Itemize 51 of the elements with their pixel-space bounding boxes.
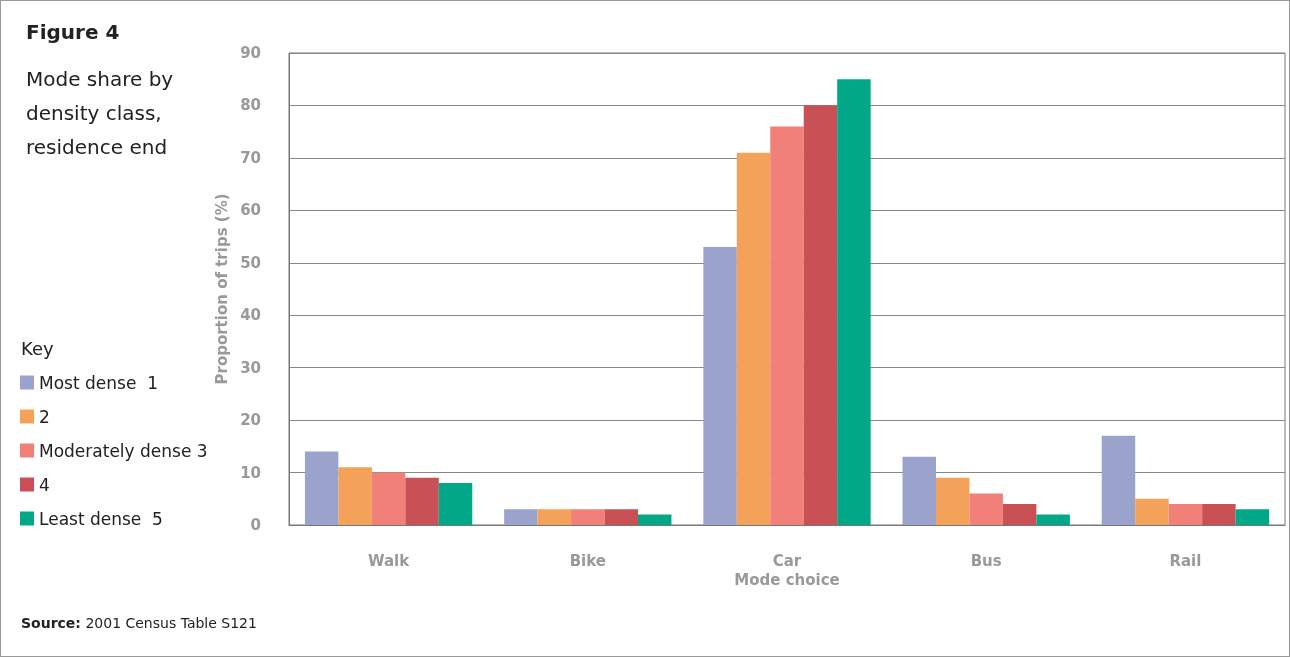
legend-label: Most dense 1 (39, 372, 158, 393)
bar (1101, 435, 1136, 525)
bar (638, 514, 672, 525)
bar (703, 247, 737, 525)
legend-label: 4 (39, 474, 50, 495)
y-tick-label: 40 (240, 306, 261, 325)
x-tick-label: Bus (970, 551, 1002, 570)
x-tick-label: Car (772, 551, 802, 570)
bar (1235, 509, 1270, 525)
bar (537, 509, 572, 525)
bar (902, 456, 936, 525)
y-tick-label: 60 (240, 201, 261, 220)
text: Figure 4 (26, 20, 120, 44)
x-tick-label: Rail (1169, 551, 1202, 570)
legend-label: Moderately dense 3 (39, 440, 208, 461)
bar (803, 105, 838, 525)
bar (736, 152, 771, 525)
y-tick-label: 30 (240, 358, 261, 377)
y-axis-title: Proportion of trips (%) (212, 193, 231, 385)
source-note: Source: 2001 Census Table S121 (21, 615, 257, 631)
bar (936, 477, 970, 525)
bar (405, 477, 439, 525)
bar (338, 467, 372, 525)
bar (1202, 504, 1236, 525)
x-tick-label: Walk (367, 551, 411, 570)
bar (837, 79, 871, 525)
y-tick-label: 80 (240, 96, 261, 115)
y-tick-label: 50 (240, 253, 261, 272)
bar (571, 509, 605, 525)
bar (969, 493, 1003, 525)
y-tick-label: 90 (240, 44, 261, 62)
bar (304, 451, 339, 525)
legend-title: Key (21, 337, 54, 359)
x-axis-title: Mode choice (734, 571, 840, 590)
legend-label: Least dense 5 (39, 508, 163, 529)
bar (504, 509, 538, 525)
bar (1168, 504, 1203, 525)
y-tick-label: 0 (250, 516, 261, 534)
text: Mode share by density class, residence end (26, 67, 180, 159)
y-tick-label: 20 (240, 411, 261, 430)
bar (1002, 504, 1037, 525)
bar (770, 126, 804, 525)
x-tick-label: Bike (569, 551, 606, 570)
bar (438, 483, 473, 525)
bar (371, 472, 406, 525)
legend-label: 2 (39, 406, 50, 427)
bar (1135, 498, 1169, 525)
bar (604, 509, 638, 525)
y-tick-label: 70 (240, 148, 261, 167)
bar (1036, 514, 1070, 525)
y-tick-label: 10 (240, 463, 261, 482)
